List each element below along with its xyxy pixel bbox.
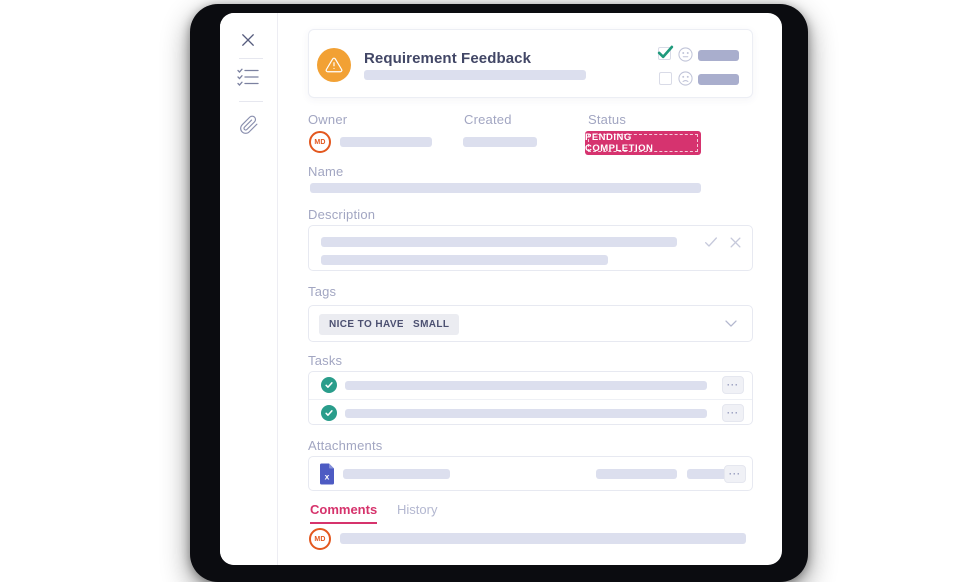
description-field[interactable] — [308, 225, 753, 271]
check-icon — [657, 45, 674, 59]
tags-field[interactable]: NICE TO HAVE SMALL — [308, 305, 753, 342]
svg-text:x: x — [325, 472, 330, 482]
task-menu-button[interactable]: ··· — [722, 376, 744, 394]
status-label: Status — [588, 112, 627, 127]
header-card: Requirement Feedback — [308, 29, 753, 98]
description-label: Description — [308, 207, 376, 222]
placeholder-bar — [340, 137, 432, 147]
owner-label: Owner — [308, 112, 348, 127]
placeholder-bar — [345, 409, 707, 418]
tag-chip[interactable]: NICE TO HAVE — [319, 314, 414, 335]
placeholder-bar — [687, 469, 727, 479]
tasks-label: Tasks — [308, 353, 343, 368]
placeholder-bar — [321, 255, 608, 265]
tags-label: Tags — [308, 284, 337, 299]
close-icon — [239, 31, 257, 49]
close-icon — [730, 237, 740, 247]
checklist-icon — [237, 67, 259, 87]
task-done-icon[interactable] — [321, 377, 337, 393]
status-badge: PENDING COMPLETION — [585, 131, 701, 155]
sidebar — [220, 13, 278, 565]
app-window: Requirement Feedback — [220, 13, 782, 565]
name-value-placeholder — [310, 183, 701, 193]
tag-chip[interactable]: SMALL — [403, 314, 460, 335]
tab-comments[interactable]: Comments — [310, 502, 378, 524]
close-button[interactable] — [237, 29, 259, 51]
created-label: Created — [464, 112, 512, 127]
face-neutral-icon — [678, 47, 693, 62]
reaction-checkbox-checked[interactable] — [655, 43, 675, 63]
tab-history[interactable]: History — [397, 502, 438, 517]
cancel-button[interactable] — [726, 233, 744, 251]
paperclip-icon — [239, 111, 259, 139]
sidebar-divider — [239, 101, 263, 102]
attachments-label: Attachments — [308, 438, 383, 453]
chevron-down-icon[interactable] — [724, 318, 738, 330]
attachments-list: x ··· — [308, 456, 753, 491]
checklist-button[interactable] — [236, 66, 260, 88]
placeholder-bar — [364, 70, 586, 80]
placeholder-bar — [596, 469, 677, 479]
confirm-button[interactable] — [702, 233, 720, 251]
owner-avatar: MD — [309, 131, 331, 153]
face-sad-icon — [678, 71, 693, 86]
check-icon — [705, 237, 717, 247]
reaction-checkbox-unchecked[interactable] — [659, 72, 672, 85]
name-label: Name — [308, 164, 344, 179]
placeholder-bar — [321, 237, 677, 247]
task-row: ··· — [309, 372, 752, 399]
warning-icon — [317, 48, 351, 82]
placeholder-bar — [343, 469, 450, 479]
task-row: ··· — [309, 399, 752, 426]
attachment-menu-button[interactable]: ··· — [724, 465, 746, 483]
tasks-list: ··· ··· — [308, 371, 753, 425]
excel-file-icon: x — [319, 463, 335, 485]
attachment-button[interactable] — [238, 110, 260, 140]
placeholder-bar — [698, 50, 739, 61]
placeholder-bar — [463, 137, 537, 147]
task-done-icon[interactable] — [321, 405, 337, 421]
device-frame: Requirement Feedback — [190, 4, 808, 582]
sidebar-divider — [239, 58, 263, 59]
placeholder-bar — [345, 381, 707, 390]
placeholder-bar — [698, 74, 739, 85]
comment-avatar: MD — [309, 528, 331, 550]
task-menu-button[interactable]: ··· — [722, 404, 744, 422]
page-title: Requirement Feedback — [364, 50, 532, 67]
comment-placeholder — [340, 533, 746, 544]
